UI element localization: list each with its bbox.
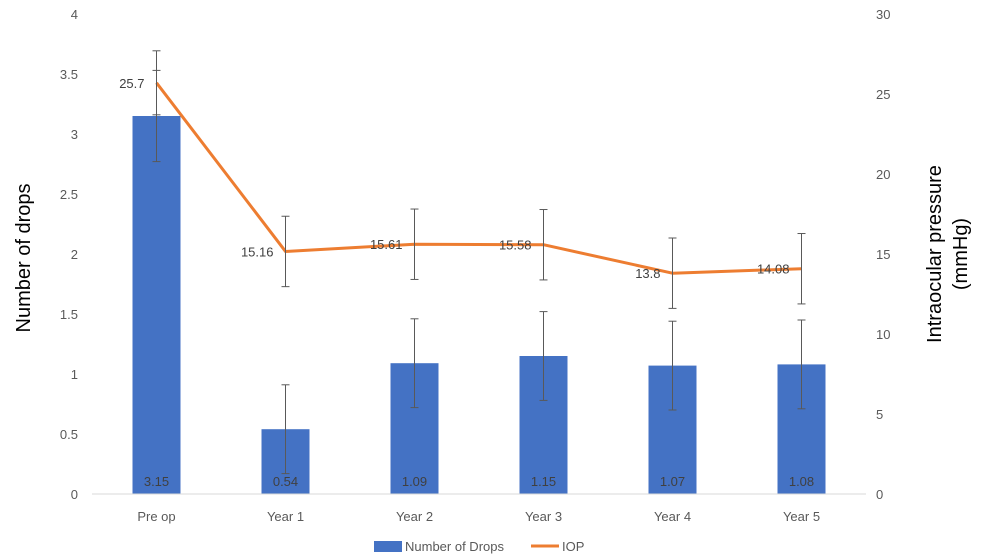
right-tick-label: 20 xyxy=(876,167,890,182)
left-tick-label: 1.5 xyxy=(60,307,78,322)
line-data-label: 15.58 xyxy=(499,238,532,253)
line-data-label: 15.61 xyxy=(370,237,403,252)
legend-label-iop: IOP xyxy=(562,539,584,554)
x-tick-label: Year 4 xyxy=(654,509,691,524)
x-tick-label: Year 1 xyxy=(267,509,304,524)
right-tick-label: 5 xyxy=(876,407,883,422)
right-axis-title-line2: (mmHg) xyxy=(950,218,972,290)
legend-label-number-of-drops: Number of Drops xyxy=(405,539,504,554)
left-tick-label: 1 xyxy=(71,367,78,382)
bar-data-label: 1.08 xyxy=(789,474,814,489)
x-tick-label: Year 5 xyxy=(783,509,820,524)
legend: Number of Drops IOP xyxy=(374,539,584,554)
right-tick-label: 10 xyxy=(876,327,890,342)
left-tick-label: 4 xyxy=(71,7,78,22)
left-tick-label: 2.5 xyxy=(60,187,78,202)
line-data-label: 13.8 xyxy=(635,266,660,281)
line-data-label: 25.7 xyxy=(119,76,144,91)
right-tick-label: 25 xyxy=(876,87,890,102)
bar-error-bar xyxy=(281,384,290,475)
line-data-labels: 25.7 15.16 15.61 15.58 13.8 14.08 xyxy=(119,76,789,281)
bar-error-bars xyxy=(152,69,806,475)
bar-data-label: 0.54 xyxy=(273,474,298,489)
bar-error-bar xyxy=(668,320,677,411)
bar xyxy=(132,116,181,494)
right-axis-title-line1: Intraocular pressure xyxy=(924,165,946,343)
line-data-label: 14.08 xyxy=(757,262,790,277)
left-axis-title: Number of drops xyxy=(13,184,35,333)
line-error-bars xyxy=(152,50,806,309)
line-error-bar xyxy=(668,237,677,309)
right-tick-label: 0 xyxy=(876,487,883,502)
bar-data-label: 1.15 xyxy=(531,474,556,489)
left-tick-label: 0.5 xyxy=(60,427,78,442)
line-data-label: 15.16 xyxy=(241,244,274,259)
line-error-bar xyxy=(281,215,290,288)
bar-error-bar xyxy=(410,318,419,409)
bars-series xyxy=(132,116,826,494)
left-tick-label: 3 xyxy=(71,127,78,142)
line-error-bar xyxy=(152,50,161,116)
bar-data-label: 1.09 xyxy=(402,474,427,489)
line-error-bar xyxy=(797,233,806,305)
line-error-bar xyxy=(539,209,548,281)
left-tick-label: 3.5 xyxy=(60,67,78,82)
right-tick-label: 15 xyxy=(876,247,890,262)
x-tick-label: Pre op xyxy=(137,509,175,524)
left-tick-label: 0 xyxy=(71,487,78,502)
bar-error-bar xyxy=(539,311,548,401)
line-error-bar xyxy=(410,208,419,280)
x-tick-label: Year 3 xyxy=(525,509,562,524)
bar-data-label: 1.07 xyxy=(660,474,685,489)
iop-line xyxy=(155,81,802,275)
bar-data-label: 3.15 xyxy=(144,474,169,489)
left-axis-ticks: 0 0.5 1 1.5 2 2.5 3 3.5 4 xyxy=(60,7,78,502)
x-tick-label: Year 2 xyxy=(396,509,433,524)
bar-data-labels: 3.15 0.54 1.09 1.15 1.07 1.08 xyxy=(144,474,814,489)
right-tick-label: 30 xyxy=(876,7,890,22)
bar-error-bar xyxy=(797,319,806,410)
right-axis-ticks: 0 5 10 15 20 25 30 xyxy=(876,7,890,502)
left-tick-label: 2 xyxy=(71,247,78,262)
legend-swatch-number-of-drops xyxy=(374,541,402,552)
x-axis-ticks: Pre op Year 1 Year 2 Year 3 Year 4 Year 5 xyxy=(137,509,820,524)
iop-line-series xyxy=(155,81,802,275)
